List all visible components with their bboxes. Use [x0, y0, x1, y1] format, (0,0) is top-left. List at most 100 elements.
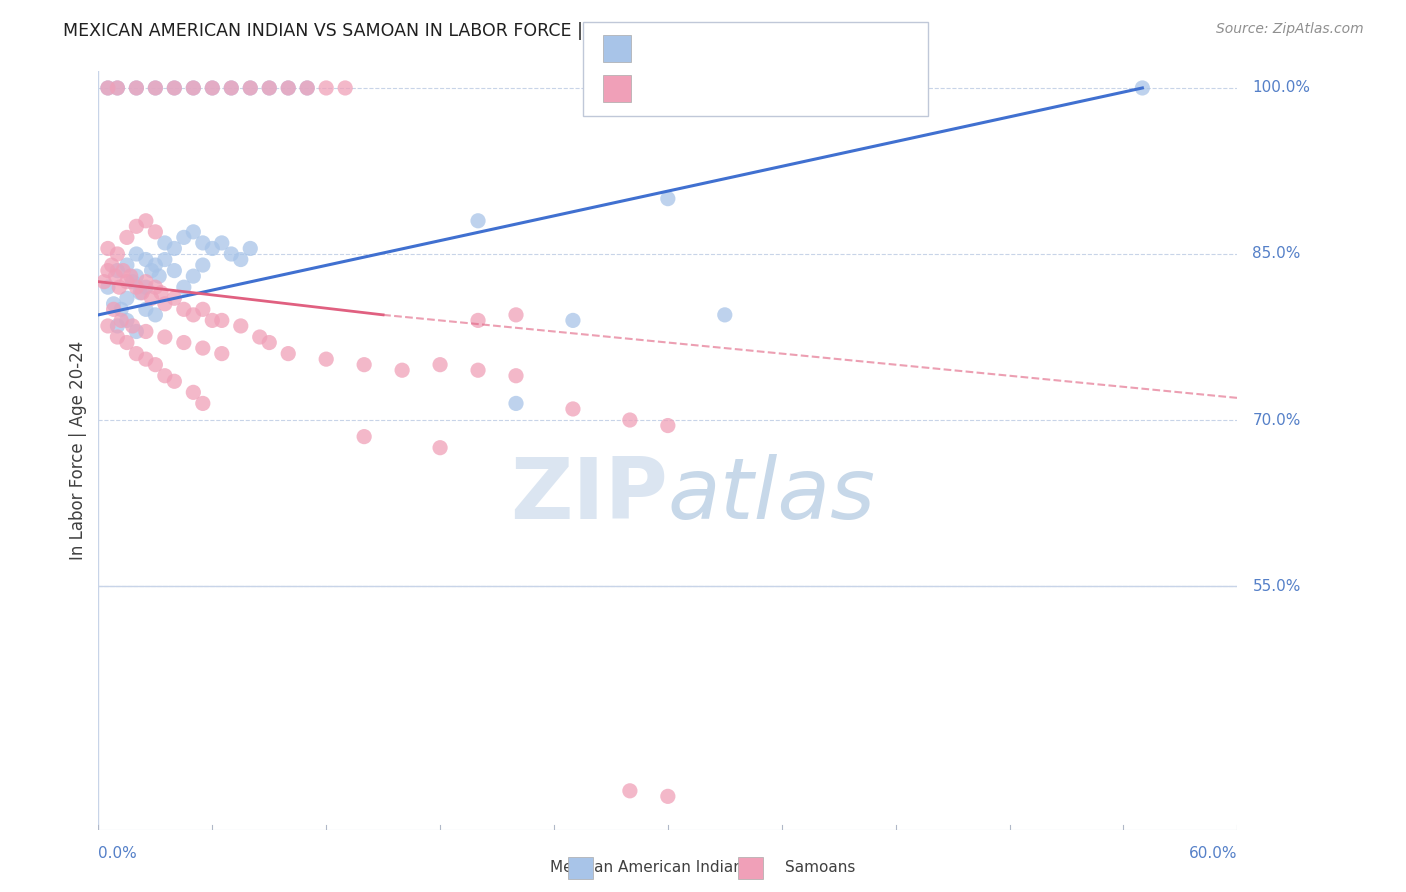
- Point: [115, 230, 138, 244]
- Point: [125, 81, 148, 95]
- Point: [191, 258, 214, 272]
- Text: 70.0%: 70.0%: [1253, 412, 1301, 427]
- Point: [183, 385, 205, 400]
- Point: [107, 81, 129, 95]
- Point: [183, 81, 205, 95]
- Point: [107, 247, 129, 261]
- Point: [112, 263, 135, 277]
- Point: [657, 192, 679, 206]
- Point: [141, 291, 163, 305]
- Point: [173, 230, 195, 244]
- Point: [97, 263, 120, 277]
- Point: [121, 275, 143, 289]
- Point: [562, 401, 585, 416]
- Point: [183, 269, 205, 284]
- Point: [153, 235, 176, 250]
- Point: [221, 247, 243, 261]
- Point: [173, 280, 195, 294]
- Point: [239, 81, 262, 95]
- Point: [145, 358, 167, 372]
- Text: 55.0%: 55.0%: [1253, 579, 1301, 593]
- Text: atlas: atlas: [668, 454, 876, 538]
- Point: [110, 302, 132, 317]
- Text: 100.0%: 100.0%: [1253, 80, 1310, 95]
- Point: [191, 341, 214, 355]
- Point: [277, 81, 299, 95]
- Point: [135, 252, 157, 267]
- Point: [125, 325, 148, 339]
- Text: 85.0%: 85.0%: [1253, 246, 1301, 261]
- Point: [315, 81, 337, 95]
- Point: [249, 330, 271, 344]
- Point: [107, 263, 129, 277]
- Point: [163, 242, 186, 256]
- Point: [97, 318, 120, 333]
- Point: [135, 280, 157, 294]
- Point: [145, 81, 167, 95]
- Point: [150, 285, 173, 300]
- Point: [201, 242, 224, 256]
- Point: [163, 263, 186, 277]
- Point: [211, 235, 233, 250]
- Point: [97, 81, 120, 95]
- Point: [131, 285, 153, 300]
- Point: [714, 308, 737, 322]
- Text: MEXICAN AMERICAN INDIAN VS SAMOAN IN LABOR FORCE | AGE 20-24 CORRELATION CHART: MEXICAN AMERICAN INDIAN VS SAMOAN IN LAB…: [63, 22, 875, 40]
- Point: [135, 325, 157, 339]
- Point: [125, 346, 148, 360]
- Point: [163, 374, 186, 388]
- Text: ZIP: ZIP: [510, 454, 668, 538]
- Point: [108, 280, 131, 294]
- Point: [562, 313, 585, 327]
- Point: [163, 291, 186, 305]
- Point: [619, 413, 641, 427]
- Point: [505, 368, 527, 383]
- Point: [107, 318, 129, 333]
- Point: [135, 275, 157, 289]
- Point: [619, 784, 641, 798]
- Point: [97, 242, 120, 256]
- Point: [103, 302, 125, 317]
- Point: [429, 358, 451, 372]
- Point: [505, 396, 527, 410]
- Point: [657, 418, 679, 433]
- Point: [115, 335, 138, 350]
- Text: R =  0.566   N = 54: R = 0.566 N = 54: [641, 42, 848, 60]
- Point: [145, 280, 167, 294]
- Text: 60.0%: 60.0%: [1189, 847, 1237, 861]
- Point: [125, 81, 148, 95]
- Point: [335, 81, 357, 95]
- Point: [297, 81, 319, 95]
- Point: [221, 81, 243, 95]
- Point: [115, 275, 138, 289]
- Point: [657, 789, 679, 804]
- Point: [153, 368, 176, 383]
- Point: [239, 242, 262, 256]
- Text: Mexican American Indians       Samoans: Mexican American Indians Samoans: [550, 860, 856, 874]
- Y-axis label: In Labor Force | Age 20-24: In Labor Force | Age 20-24: [69, 341, 87, 560]
- Point: [183, 81, 205, 95]
- Point: [125, 269, 148, 284]
- Point: [163, 81, 186, 95]
- Point: [125, 280, 148, 294]
- Point: [121, 318, 143, 333]
- Point: [135, 352, 157, 367]
- Point: [125, 247, 148, 261]
- Point: [125, 219, 148, 234]
- Point: [103, 297, 125, 311]
- Point: [467, 214, 489, 228]
- Point: [115, 313, 138, 327]
- Point: [100, 258, 122, 272]
- Point: [183, 308, 205, 322]
- Point: [201, 81, 224, 95]
- Point: [129, 285, 152, 300]
- Point: [259, 81, 281, 95]
- Point: [259, 81, 281, 95]
- Point: [93, 275, 115, 289]
- Point: [191, 302, 214, 317]
- Point: [120, 269, 142, 284]
- Point: [229, 252, 252, 267]
- Point: [97, 280, 120, 294]
- Point: [211, 346, 233, 360]
- Point: [315, 352, 337, 367]
